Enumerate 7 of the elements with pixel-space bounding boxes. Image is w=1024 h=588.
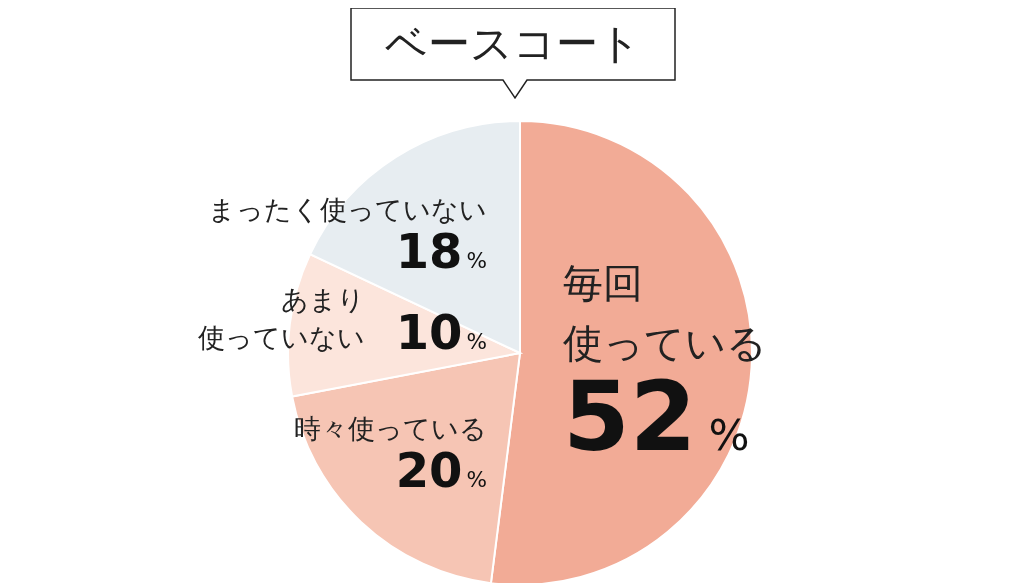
slice-label: 毎回使っている: [563, 259, 767, 366]
slice-label: あまり使っていない: [198, 283, 365, 353]
chart-title: ベースコート: [385, 19, 641, 68]
data-label: 10%: [395, 303, 487, 360]
slice-label: 時々使っている: [294, 412, 487, 444]
data-label: 20%: [395, 441, 487, 498]
slice-label: まったく使っていない: [208, 193, 487, 225]
